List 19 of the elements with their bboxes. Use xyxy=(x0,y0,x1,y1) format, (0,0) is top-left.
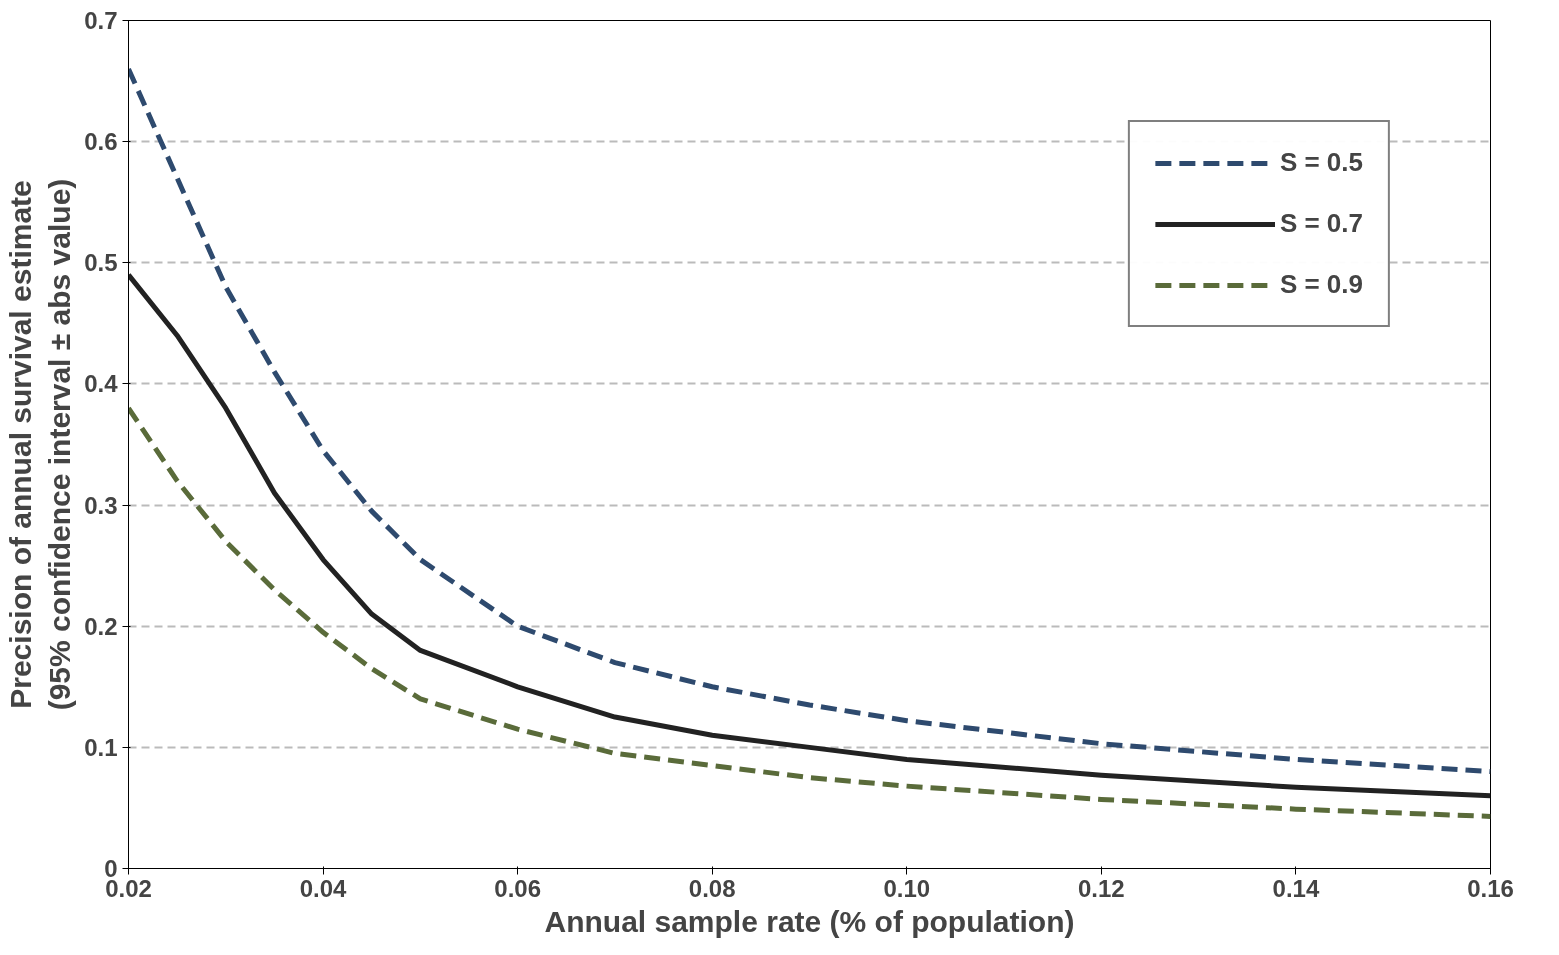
y-tick-label: 0.3 xyxy=(84,491,118,519)
y-axis-title: Precision of annual survival estimate (95% confidence interval ± abs value) xyxy=(3,178,77,711)
y-tick-label: 0.2 xyxy=(84,612,118,640)
y-tick-label: 0.6 xyxy=(84,128,118,156)
y-tick-label: 0.5 xyxy=(84,249,118,277)
legend-label: S = 0.5 xyxy=(1279,147,1363,178)
x-tick-label: 0.10 xyxy=(883,874,931,902)
x-tick-label: 0.06 xyxy=(494,874,542,902)
x-axis-title: Annual sample rate (% of population) xyxy=(544,904,1075,938)
x-tick-label: 0.16 xyxy=(1467,874,1514,902)
y-tick-label: 0.7 xyxy=(84,7,118,34)
x-tick-label: 0.14 xyxy=(1272,874,1320,902)
x-tick-label: 0.08 xyxy=(688,874,736,902)
legend-label: S = 0.9 xyxy=(1279,269,1363,300)
legend-label: S = 0.7 xyxy=(1279,208,1363,239)
y-tick-label: 0.1 xyxy=(84,733,118,761)
x-tick-label: 0.04 xyxy=(299,874,348,902)
y-tick-label: 0.4 xyxy=(84,370,119,398)
x-tick-label: 0.12 xyxy=(1078,874,1125,902)
